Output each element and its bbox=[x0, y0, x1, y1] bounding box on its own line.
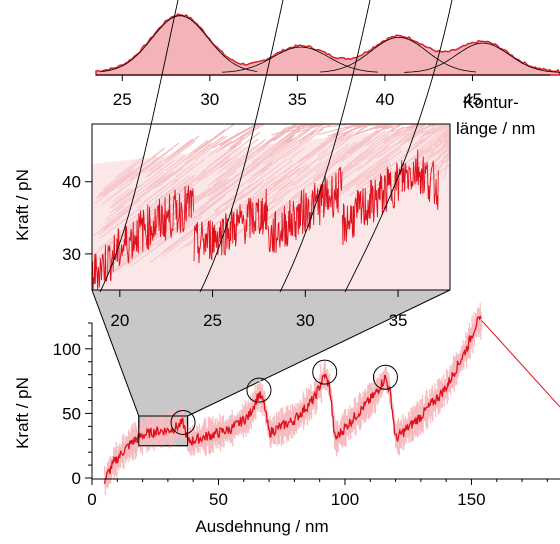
histogram-xlabel-line1: Kontur- bbox=[463, 93, 519, 112]
gaussian-fit-2 bbox=[222, 46, 378, 73]
main-x-tick-label-150: 150 bbox=[457, 490, 485, 509]
wlc-fit-curve-4 bbox=[344, 0, 453, 293]
zoom-x-tick-label-35: 35 bbox=[389, 311, 408, 330]
zoom-y-tick-label-30: 30 bbox=[62, 245, 81, 264]
main-x-tick-label-0: 0 bbox=[87, 490, 96, 509]
histogram-x-axis: 25 30 35 40 45 bbox=[96, 74, 550, 109]
histogram-tick-label-30: 30 bbox=[200, 90, 219, 109]
histogram-tick-label-25: 25 bbox=[113, 90, 132, 109]
zoom-traces bbox=[91, 149, 439, 291]
gaussian-fits bbox=[101, 15, 560, 73]
zoom-inset-plot: 20 25 30 35 30 40 Kraft / pN bbox=[13, 0, 453, 330]
unfolding-event-markers bbox=[170, 359, 398, 435]
zoom-noise-band bbox=[91, 123, 451, 290]
zoom-frame bbox=[91, 123, 451, 291]
main-x-tick-label-100: 100 bbox=[331, 490, 359, 509]
wlc-fit-curve-2 bbox=[199, 0, 284, 293]
zoom-trace-segment-4 bbox=[341, 149, 439, 246]
histogram-tick-label-35: 35 bbox=[288, 90, 307, 109]
histogram-xlabel-line2: länge / nm bbox=[456, 119, 535, 138]
zoom-trace-segment-1 bbox=[91, 185, 194, 291]
main-y-tick-label-100: 100 bbox=[53, 340, 81, 359]
main-y-tick-label-50: 50 bbox=[62, 404, 81, 423]
zoom-x-tick-label-20: 20 bbox=[110, 311, 129, 330]
main-y-tick-label-0: 0 bbox=[72, 469, 81, 488]
zoom-x-tick-label-30: 30 bbox=[296, 311, 315, 330]
zoom-wlc-fits bbox=[99, 0, 453, 293]
main-trace bbox=[103, 314, 482, 484]
unfolding-marker-2 bbox=[246, 377, 272, 403]
zoom-x-tick-label-25: 25 bbox=[203, 311, 222, 330]
main-axes: 0 50 100 150 0 50 100 bbox=[53, 322, 560, 509]
main-xlabel: Ausdehnung / nm bbox=[195, 517, 328, 536]
histogram-tick-label-40: 40 bbox=[375, 90, 394, 109]
gaussian-fit-1 bbox=[101, 15, 258, 72]
unfolding-marker-4 bbox=[372, 364, 398, 390]
zoom-ylabel: Kraft / pN bbox=[13, 169, 32, 241]
zoom-y-tick-label-40: 40 bbox=[62, 173, 81, 192]
zoom-trace-segment-3 bbox=[267, 166, 343, 254]
gaussian-fit-3 bbox=[320, 37, 477, 73]
wlc-fit-curve-3 bbox=[279, 0, 371, 293]
unfolding-marker-1 bbox=[170, 409, 196, 435]
main-ylabel: Kraft / pN bbox=[13, 377, 32, 449]
main-x-tick-label-50: 50 bbox=[209, 490, 228, 509]
gaussian-fit-4 bbox=[404, 42, 560, 73]
zoom-band-fill bbox=[92, 124, 450, 290]
unfolding-marker-3 bbox=[312, 359, 338, 385]
retract-line bbox=[481, 320, 560, 408]
zoom-axes: 20 25 30 35 30 40 bbox=[62, 173, 407, 330]
wlc-fit-curve-1 bbox=[99, 0, 179, 293]
histogram-tick-label-45: 45 bbox=[463, 90, 482, 109]
zoom-trace-segment-2 bbox=[193, 188, 269, 264]
zoom-region-box bbox=[138, 415, 189, 447]
histogram-area bbox=[95, 13, 560, 76]
main-force-extension-plot: 0 50 100 150 0 50 100 Ausdehnung / nm Kraft / … bbox=[13, 289, 560, 536]
contour-length-histogram: 25 30 35 40 45 Kontur- länge / nm bbox=[95, 13, 560, 138]
